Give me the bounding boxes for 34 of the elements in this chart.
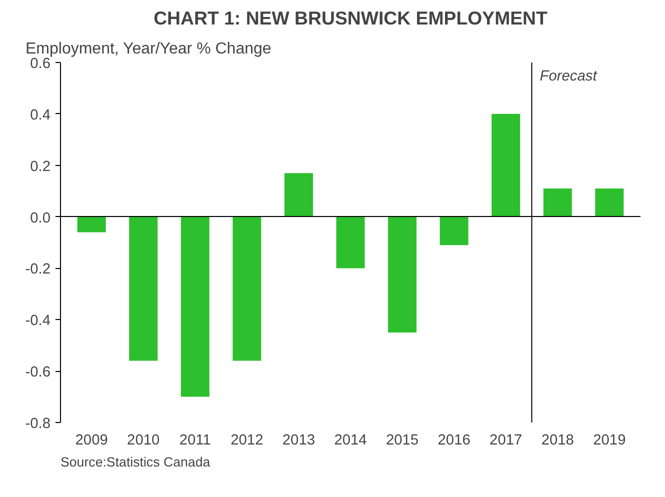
x-tick-label: 2010 — [127, 432, 160, 448]
x-tick-label: 2012 — [230, 432, 264, 448]
x-tick-label: 2017 — [490, 432, 522, 448]
y-tick-label: -0.2 — [25, 262, 51, 278]
bar — [232, 216, 262, 361]
bar — [440, 216, 468, 246]
x-tick-label: 2016 — [438, 432, 470, 448]
bar — [77, 216, 106, 232]
y-tick-label: 0.4 — [30, 107, 50, 124]
x-tick-label: 2011 — [179, 432, 211, 448]
y-tick-label: 0.2 — [30, 158, 50, 175]
source-note: Source:Statistics Canada — [60, 454, 211, 470]
x-tick-label: 2015 — [386, 432, 419, 448]
y-tick-label: 0.6 — [30, 56, 50, 72]
x-tick-label: 2013 — [282, 432, 316, 448]
bar — [129, 216, 158, 361]
bar — [388, 216, 417, 332]
x-tick-label: 2018 — [541, 432, 574, 448]
chart-title: CHART 1: NEW BRUSNWICK EMPLOYMENT — [154, 8, 548, 28]
y-tick-label: 0.0 — [30, 210, 50, 226]
bar — [595, 188, 624, 217]
y-tick-label: -0.6 — [25, 364, 51, 381]
bar — [543, 188, 572, 217]
bar — [336, 216, 365, 268]
bar — [284, 173, 313, 217]
bar — [492, 114, 520, 217]
x-tick-label: 2009 — [75, 432, 108, 448]
annotation: Forecast — [540, 68, 598, 84]
y-axis-title: Employment, Year/Year % Change — [26, 40, 272, 58]
x-tick-label: 2014 — [334, 432, 367, 448]
bar — [180, 216, 210, 397]
x-tick-label: 2019 — [593, 432, 626, 448]
y-tick-label: -0.4 — [25, 313, 51, 330]
y-tick-label: -0.8 — [25, 416, 51, 432]
